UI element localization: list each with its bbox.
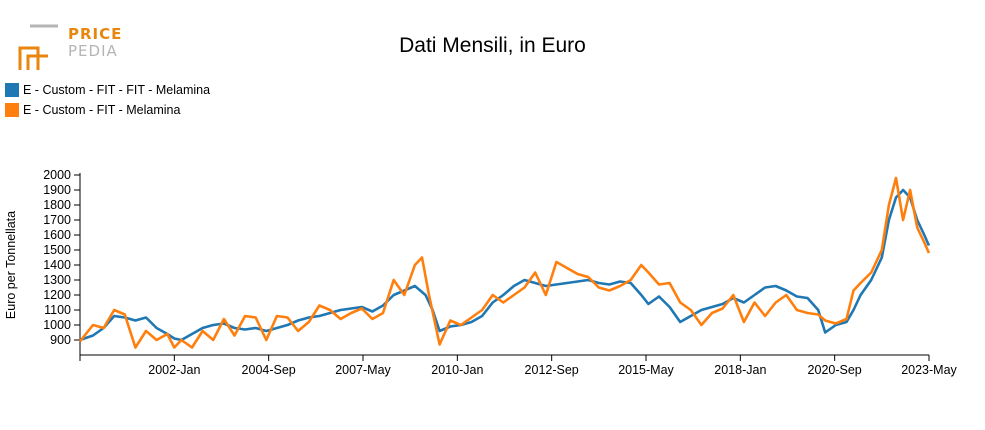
y-tick-label-1100: 1100 bbox=[44, 303, 71, 317]
axes: 9001000110012001300140015001600170018001… bbox=[4, 168, 958, 377]
y-tick-label-1300: 1300 bbox=[43, 273, 71, 287]
x-tick-label-2010-Jan: 2010-Jan bbox=[431, 363, 483, 377]
logo-mark-icon bbox=[18, 24, 58, 70]
y-tick-label-1200: 1200 bbox=[43, 288, 71, 302]
legend-swatch-series-1 bbox=[5, 83, 19, 97]
y-tick-label-1500: 1500 bbox=[43, 243, 71, 257]
chart-title: Dati Mensili, in Euro bbox=[399, 34, 586, 57]
x-tick-label-2015-May: 2015-May bbox=[618, 363, 674, 377]
y-tick-label-1000: 1000 bbox=[43, 318, 71, 332]
y-tick-label-1700: 1700 bbox=[43, 213, 71, 227]
y-tick-label-1600: 1600 bbox=[43, 228, 71, 242]
y-axis-title: Euro per Tonnellata bbox=[4, 211, 18, 319]
pricepedia-logo: PRICE PEDIA bbox=[18, 24, 128, 74]
x-tick-label-2018-Jan: 2018-Jan bbox=[714, 363, 766, 377]
x-tick-label-2012-Sep: 2012-Sep bbox=[525, 363, 579, 377]
y-tick-label-1400: 1400 bbox=[43, 258, 71, 272]
logo-word-price: PRICE bbox=[68, 25, 123, 43]
legend-label-series-2: E - Custom - FIT - Melamina bbox=[23, 103, 181, 117]
series-line-1 bbox=[79, 188, 931, 342]
x-tick-label-2020-Sep: 2020-Sep bbox=[808, 363, 862, 377]
y-tick-label-1800: 1800 bbox=[43, 198, 71, 212]
legend: E - Custom - FIT - FIT - Melamina E - Cu… bbox=[5, 80, 210, 120]
x-tick-label-2023-May: 2023-May bbox=[901, 363, 957, 377]
legend-item-series-2[interactable]: E - Custom - FIT - Melamina bbox=[5, 100, 210, 120]
series-lines bbox=[78, 176, 931, 349]
y-tick-label-1900: 1900 bbox=[43, 183, 71, 197]
legend-item-series-1[interactable]: E - Custom - FIT - FIT - Melamina bbox=[5, 80, 210, 100]
y-tick-label-900: 900 bbox=[50, 333, 71, 347]
logo-word-pedia: PEDIA bbox=[68, 42, 118, 60]
y-tick-label-2000: 2000 bbox=[43, 168, 71, 182]
x-tick-label-2007-May: 2007-May bbox=[335, 363, 391, 377]
x-tick-label-2002-Jan: 2002-Jan bbox=[148, 363, 200, 377]
series-line-2 bbox=[78, 176, 931, 349]
legend-label-series-1: E - Custom - FIT - FIT - Melamina bbox=[23, 83, 211, 97]
x-tick-label-2004-Sep: 2004-Sep bbox=[242, 363, 296, 377]
legend-swatch-series-2 bbox=[5, 103, 19, 117]
